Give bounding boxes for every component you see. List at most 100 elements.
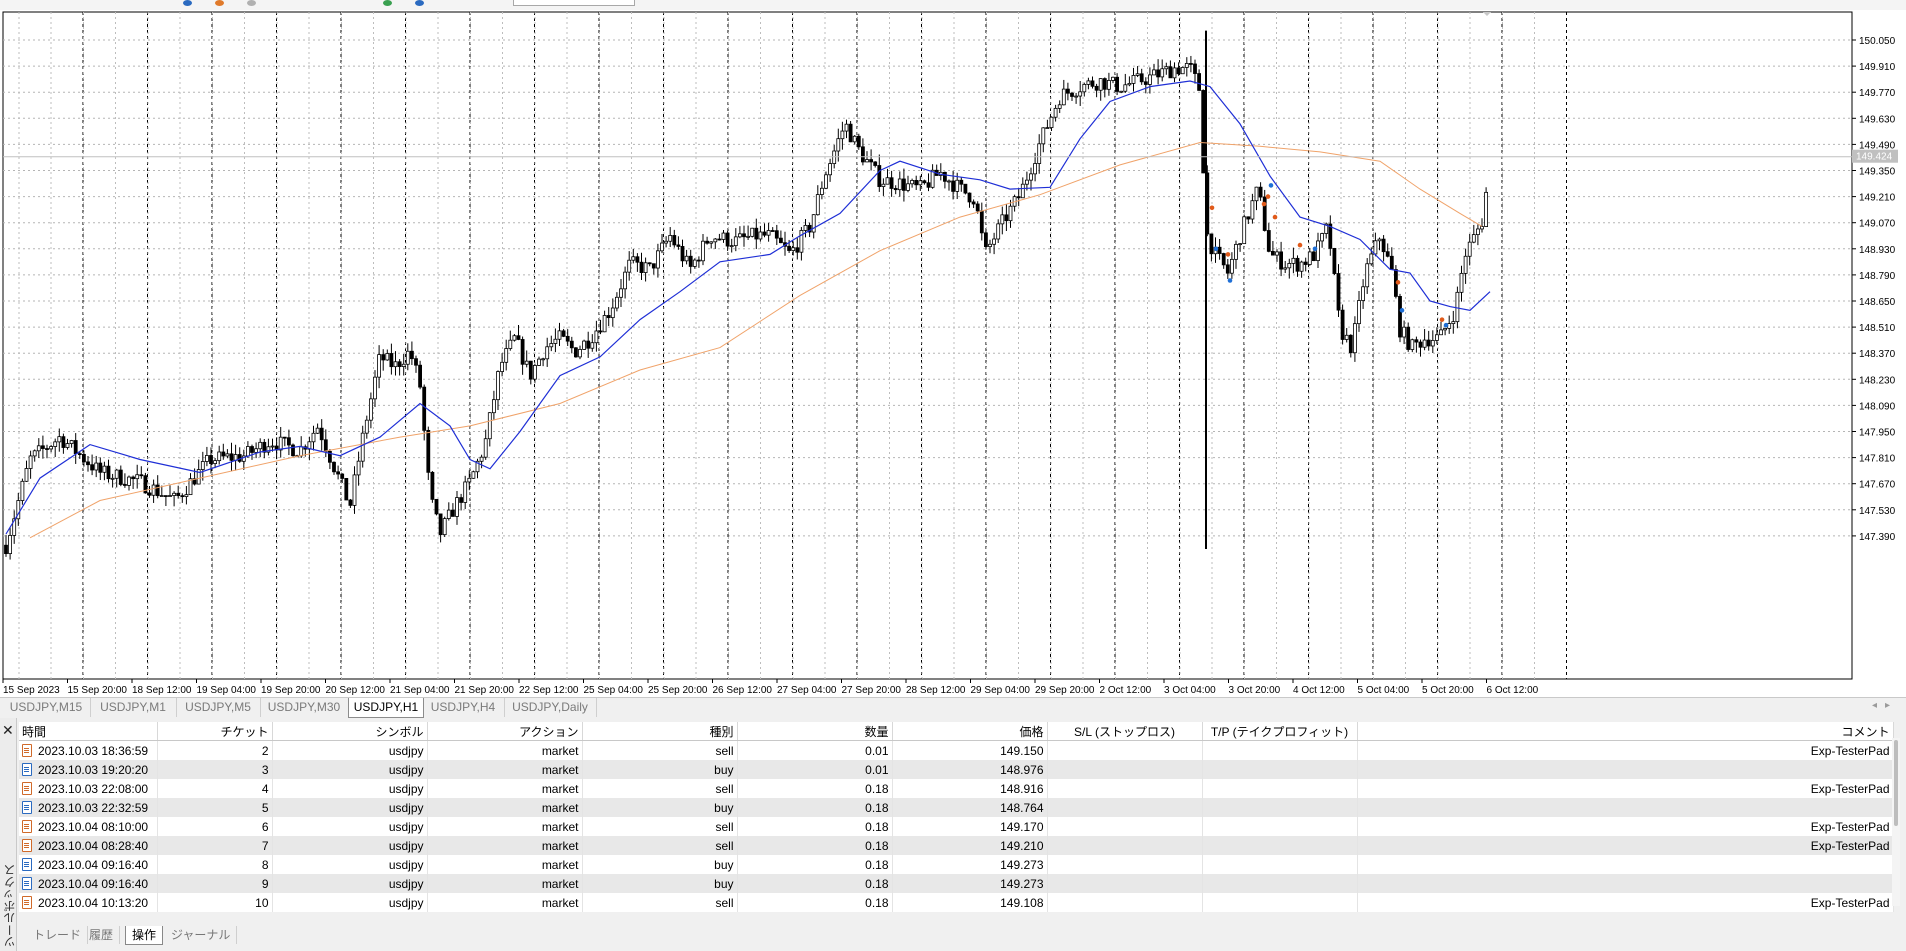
toolbox-tab-0[interactable]: トレード	[27, 926, 89, 944]
time-tick-label: 5 Oct 20:00	[1422, 685, 1474, 696]
bull-candle	[315, 427, 320, 434]
bull-candle	[245, 446, 250, 457]
chart-tab-usdjpy-m1[interactable]: USDJPY,M1	[90, 698, 177, 717]
toolbox-title: ツールボックス	[3, 864, 17, 948]
table-row[interactable]: 2023.10.04 09:16:40 9 usdjpy market buy 0.18 1…	[19, 874, 1894, 893]
bull-candle	[1430, 340, 1435, 347]
column-header-3[interactable]: アクション	[427, 722, 583, 741]
toolbox-close-icon[interactable]: ✕	[2, 722, 14, 738]
toolbar-blue-icon-2[interactable]	[415, 0, 424, 6]
tab-scroll-arrows-icon[interactable]: ◂▸	[1871, 700, 1898, 711]
toolbar-search-field[interactable]	[513, 0, 635, 6]
bull-candle	[266, 446, 271, 453]
bear-candle	[635, 256, 640, 263]
bull-candle	[401, 363, 406, 367]
bear-candle	[438, 513, 443, 536]
bull-candle	[758, 231, 763, 240]
table-row[interactable]: 2023.10.04 09:16:40 8 usdjpy market buy 0.18 1…	[19, 855, 1894, 874]
table-row[interactable]: 2023.10.03 22:08:00 4 usdjpy market sell 0.18…	[19, 779, 1894, 798]
bull-candle	[557, 330, 562, 340]
toolbox-tab-2[interactable]: 操作	[125, 926, 164, 945]
cell-ticket: 4	[157, 779, 273, 798]
column-header-6[interactable]: 価格	[892, 722, 1048, 741]
cell-type: buy	[582, 760, 738, 779]
toolbar-grey-icon[interactable]	[247, 0, 256, 6]
table-header-row: 時間 チケット シンボル アクション 種別 数量 価格 S/L (ストップロス) T/P (テイ…	[19, 722, 1894, 741]
chart-shift-marker-icon[interactable]	[1483, 12, 1491, 16]
toolbox-tab-3[interactable]: ジャーナル	[165, 926, 238, 944]
column-header-5[interactable]: 数量	[737, 722, 893, 741]
bull-candle	[1020, 183, 1025, 199]
current-price-label: 149.424	[1856, 152, 1893, 163]
bull-candle	[270, 445, 275, 448]
bull-candle	[1320, 233, 1324, 242]
column-header-0[interactable]: 時間	[19, 722, 158, 741]
table-row[interactable]: 2023.10.03 18:36:59 2 usdjpy market sell 0.01…	[19, 740, 1894, 760]
bull-candle	[1242, 216, 1247, 245]
cell-type: sell	[582, 779, 738, 798]
bear-candle	[1189, 63, 1193, 65]
column-header-7[interactable]: S/L (ストップロス)	[1047, 722, 1203, 741]
column-header-4[interactable]: 種別	[582, 722, 738, 741]
bear-candle	[680, 246, 685, 262]
bull-candle	[721, 232, 726, 240]
chart-tab-usdjpy-m30[interactable]: USDJPY,M30	[260, 698, 349, 717]
table-scrollbar-thumb[interactable]	[1894, 740, 1898, 826]
time-tick-label: 19 Sep 04:00	[197, 685, 257, 696]
cell-tp	[1202, 855, 1358, 874]
bear-candle	[450, 509, 455, 517]
toolbox-sidebar: ✕ ツールボックス	[0, 718, 17, 951]
cell-action: market	[427, 855, 583, 874]
bull-candle	[1180, 67, 1185, 75]
bear-candle	[967, 192, 972, 203]
bull-candle	[1254, 186, 1259, 202]
bear-candle	[344, 477, 349, 501]
chart-tab-usdjpy-m5[interactable]: USDJPY,M5	[176, 698, 261, 717]
table-row[interactable]: 2023.10.03 22:32:59 5 usdjpy market buy 0.18 1…	[19, 798, 1894, 817]
bull-candle	[1053, 107, 1058, 118]
trade-marker-sell	[1297, 242, 1303, 248]
bull-candle	[1353, 323, 1357, 354]
cell-action: market	[427, 760, 583, 779]
price-tick-label: 149.630	[1859, 114, 1896, 125]
price-chart[interactable]: 150.050 149.910 149.770 149.630 149.490 149.3…	[0, 10, 1906, 697]
bull-candle	[1152, 69, 1156, 76]
toolbar-blue-icon[interactable]	[183, 0, 192, 6]
toolbar-green-icon[interactable]	[383, 0, 392, 6]
price-tick-label: 148.510	[1859, 323, 1896, 334]
cell-type: buy	[582, 798, 738, 817]
toolbar-orange-icon[interactable]	[215, 0, 224, 6]
table-row[interactable]: 2023.10.04 08:28:40 7 usdjpy market sell 0.18…	[19, 836, 1894, 855]
chart-tab-usdjpy-m15[interactable]: USDJPY,M15	[2, 698, 91, 717]
table-row[interactable]: 2023.10.03 19:20:20 3 usdjpy market buy 0.01 1…	[19, 760, 1894, 779]
cell-sl	[1047, 760, 1203, 779]
column-header-8[interactable]: T/P (テイクプロフィット)	[1202, 722, 1358, 741]
cell-comment: Exp-TesterPad	[1357, 779, 1894, 798]
bull-candle	[1467, 241, 1472, 257]
time-tick-label: 15 Sep 2023	[3, 685, 60, 696]
chart-tab-usdjpy-h1[interactable]: USDJPY,H1	[348, 698, 424, 718]
trade-marker-sell	[1272, 214, 1278, 220]
cell-action: market	[427, 874, 583, 893]
chart-canvas[interactable]: 150.050 149.910 149.770 149.630 149.490 149.3…	[0, 10, 1906, 697]
bull-candle	[1250, 200, 1255, 220]
bear-candle	[139, 474, 144, 477]
bull-candle	[1148, 74, 1152, 85]
bear-candle	[1168, 66, 1173, 79]
bull-candle	[1361, 286, 1365, 301]
chart-tab-usdjpy-h4[interactable]: USDJPY,H4	[422, 698, 505, 717]
table-row[interactable]: 2023.10.04 10:13:20 10 usdjpy market sell 0.1…	[19, 893, 1894, 912]
table-row[interactable]: 2023.10.04 08:10:00 6 usdjpy market sell 0.18…	[19, 817, 1894, 836]
bull-candle	[1098, 78, 1103, 91]
column-header-1[interactable]: チケット	[157, 722, 273, 741]
time-tick-label: 20 Sep 12:00	[326, 685, 386, 696]
bear-candle	[192, 478, 197, 485]
column-header-9[interactable]: コメント	[1357, 722, 1894, 741]
chart-tab-usdjpy-daily[interactable]: USDJPY,Daily	[504, 698, 597, 717]
order-buy-icon	[22, 857, 32, 871]
bear-candle	[45, 448, 49, 450]
column-header-2[interactable]: シンボル	[272, 722, 428, 741]
plot-area[interactable]	[2, 11, 1853, 680]
toolbox-tab-1[interactable]: 履歴	[83, 926, 121, 944]
bull-candle	[373, 376, 377, 400]
